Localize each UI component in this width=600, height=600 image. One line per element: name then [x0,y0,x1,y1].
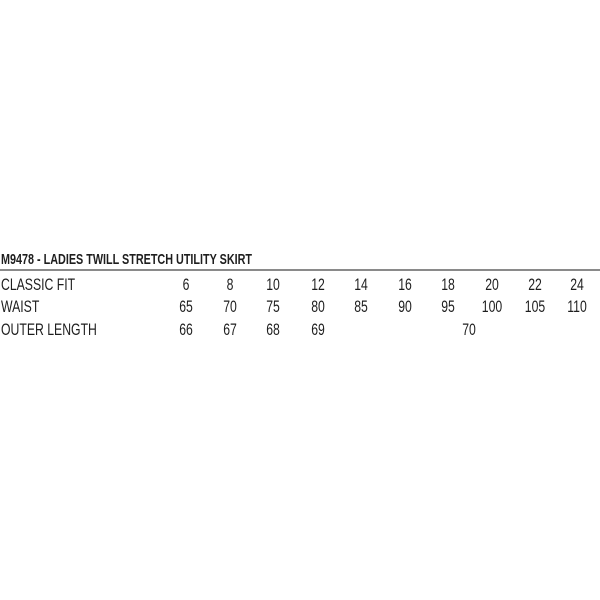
waist-cell: 105 [524,297,546,316]
waist-cell: 70 [223,297,237,316]
waist-cell: 65 [179,297,193,316]
waist-cell: 100 [481,297,503,316]
waist-cell: 80 [311,297,325,316]
waist-cell: 110 [567,297,587,316]
outer-length-cell: 67 [223,320,237,339]
header-cell: 18 [441,275,455,294]
product-title: M9478 - LADIES TWILL STRETCH UTILITY SKI… [1,251,253,268]
outer-length-merged-cell: 70 [462,320,476,339]
outer-length-cell: 68 [266,320,280,339]
header-label: CLASSIC FIT [1,275,76,294]
header-cell: 6 [182,275,190,294]
header-cell: 20 [485,275,499,294]
header-cell: 16 [398,275,412,294]
waist-cell: 75 [266,297,280,316]
waist-label: WAIST [1,297,40,316]
header-cell: 24 [570,275,584,294]
header-cell: 8 [226,275,234,294]
waist-cell: 95 [441,297,455,316]
outer-length-cell: 66 [179,320,193,339]
header-cell: 12 [311,275,325,294]
divider [0,269,600,271]
waist-cell: 90 [398,297,412,316]
header-cell: 14 [354,275,368,294]
outer-length-cell: 69 [311,320,325,339]
header-cell: 10 [266,275,280,294]
header-cell: 22 [528,275,542,294]
waist-cell: 85 [354,297,368,316]
outer-length-label: OUTER LENGTH [1,320,97,339]
